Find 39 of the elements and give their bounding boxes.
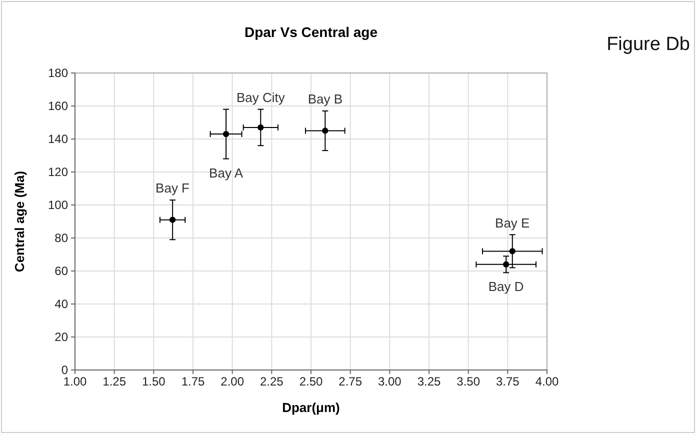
x-tick-label: 2.75 <box>338 374 362 389</box>
text: Figure Db <box>606 34 690 55</box>
x-tick-label: 1.75 <box>181 374 205 389</box>
y-tick-label: 60 <box>54 264 68 278</box>
x-tick-label: 1.25 <box>102 374 126 389</box>
y-tick-label: 140 <box>48 132 68 146</box>
point <box>503 261 510 268</box>
x-tick-label: 2.50 <box>299 374 323 389</box>
x-axis-title: Dpar(μm) <box>282 400 340 415</box>
chart-title: Dpar Vs Central age <box>244 24 378 40</box>
point <box>322 128 328 134</box>
x-tick-label: 4.00 <box>535 374 559 389</box>
annotation: Bay A <box>209 165 244 180</box>
x-tick-label: 3.50 <box>456 374 480 389</box>
y-tick-label: 120 <box>48 164 68 179</box>
x-tick-label: 1.50 <box>142 374 166 389</box>
x-tick-label: 3.75 <box>496 374 520 389</box>
annotation: Bay City <box>236 90 286 105</box>
x-tick-label: 1.00 <box>63 374 87 389</box>
annotation: Bay E <box>495 215 530 230</box>
annotation: Bay D <box>488 279 524 294</box>
y-axis-title: Central age (Ma) <box>12 170 27 272</box>
x-tick-label: 3.25 <box>417 374 441 389</box>
y-tick-label: 160 <box>48 98 68 113</box>
annotation: Bay F <box>156 180 190 196</box>
point <box>258 124 264 131</box>
y-tick-label: 20 <box>54 330 68 344</box>
y-tick-label: 0 <box>61 362 68 377</box>
annotation: Bay B <box>308 92 343 106</box>
point <box>169 216 176 223</box>
point <box>509 248 516 254</box>
y-tick-label: 40 <box>54 296 68 311</box>
y-tick-label: 80 <box>54 230 68 245</box>
y-tick-label: 180 <box>48 66 68 80</box>
y-tick-label: 100 <box>48 198 68 212</box>
x-tick-label: 2.00 <box>220 374 244 389</box>
point <box>222 130 230 138</box>
x-tick-label: 2.25 <box>260 374 284 389</box>
x-tick-label: 3.00 <box>378 374 402 389</box>
